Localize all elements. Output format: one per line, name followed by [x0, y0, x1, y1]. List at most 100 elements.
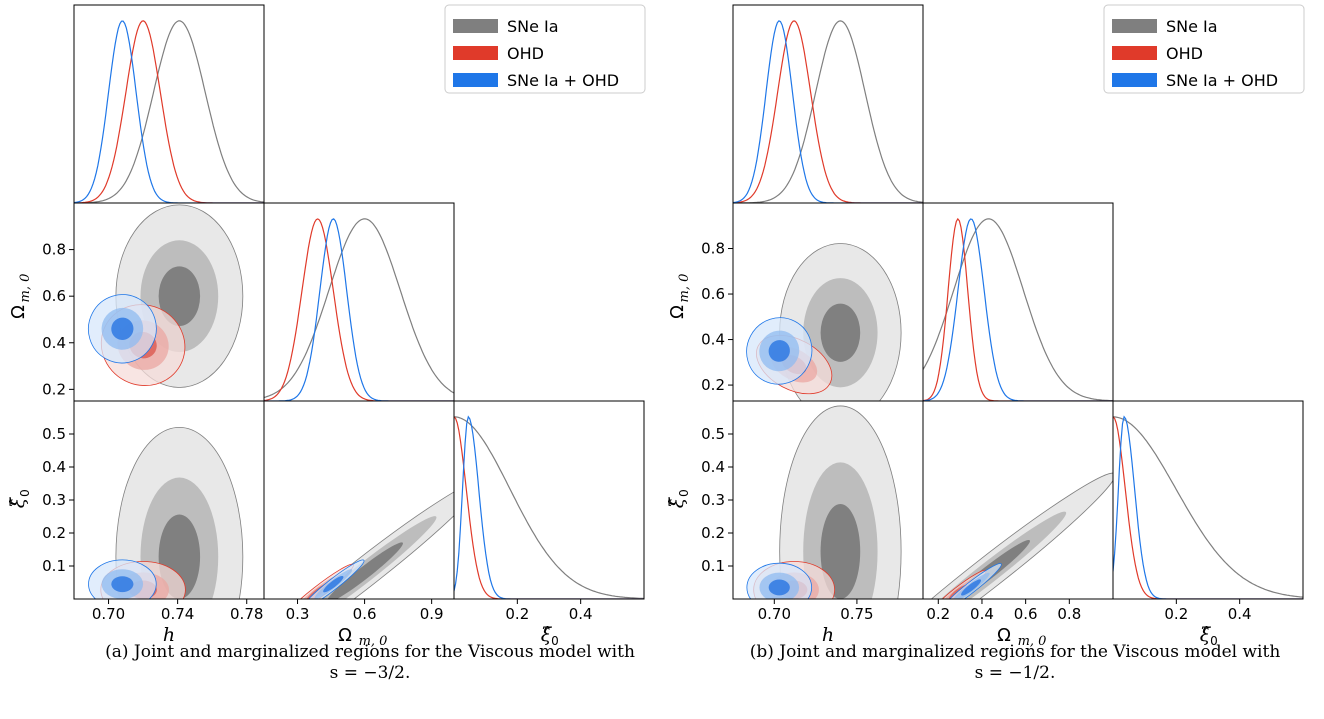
marginal-line-sne-ia — [74, 20, 264, 203]
y-tick-label: 0.4 — [42, 458, 66, 476]
contour-sne-ia-3 — [820, 303, 861, 362]
y-tick-label: 0.6 — [701, 285, 725, 303]
marginal-line-sne-ia-ohd — [923, 218, 1113, 401]
corner-plot-b: 0.70 0.75 0.2 0.4 0.6 0.8 0.2 0.4 0.2 0.4 0.6 0.8 0.… — [666, 4, 1305, 649]
marginal-line-sne-ia — [733, 20, 923, 203]
marginal-xi-0 — [454, 415, 644, 599]
panel-frame — [922, 202, 1114, 402]
x-tick-label: 0.75 — [840, 605, 873, 623]
y-tick-label: 0.4 — [701, 458, 725, 476]
marginal-h-0 — [74, 20, 264, 203]
panel-om-xi-1 — [923, 472, 1113, 599]
marginal-line-sne-ia-ohd — [1113, 415, 1303, 599]
x-tick-label: 0.4 — [569, 605, 593, 623]
xlabel-om-sub: m, 0 — [1018, 634, 1047, 649]
legend-swatch — [453, 19, 498, 33]
marginal-h-1 — [733, 20, 923, 203]
panel-frame — [453, 400, 645, 600]
xlabel-om: Ω — [997, 625, 1011, 646]
x-tick-label: 0.74 — [161, 605, 194, 623]
y-tick-label: 0.4 — [701, 331, 725, 349]
marginal-line-ohd — [923, 217, 1113, 401]
ylabel-om: Ωm, 0 — [667, 274, 692, 319]
panel-frame — [732, 4, 924, 204]
xlabel-xi-sub: 0 — [1210, 634, 1218, 648]
ylabel-xi-text: ξ̂ — [7, 496, 29, 508]
panel-h-xi-1 — [746, 405, 902, 599]
marginal-line-sne-ia — [923, 218, 1113, 401]
caption-b-line2: s = −1/2. — [974, 663, 1056, 683]
contour-sne-ia-3 — [326, 542, 403, 599]
ylabel-om-text: Ω — [8, 305, 29, 319]
x-tick-label: 0.70 — [92, 605, 125, 623]
y-tick-label: 0.5 — [42, 425, 66, 443]
x-tick-label: 0.6 — [353, 605, 377, 623]
caption-b: (b) Joint and marginalized regions for t… — [710, 642, 1320, 684]
caption-a-line1: (a) Joint and marginalized regions for t… — [105, 642, 635, 662]
x-tick-label: 0.2 — [505, 605, 529, 623]
marginal-xi-1 — [1113, 415, 1303, 599]
marginal-line-ohd — [733, 20, 923, 203]
ylabel-xi-text: ξ̂ — [666, 496, 688, 508]
legend-swatch — [453, 46, 498, 60]
caption-a: (a) Joint and marginalized regions for t… — [70, 642, 670, 684]
xlabel-h: h — [163, 624, 175, 646]
x-tick-label: 0.4 — [1228, 605, 1252, 623]
xlabel-h: h — [822, 624, 834, 646]
ylabel-xi-sub: 0 — [18, 489, 32, 497]
contour-sne-ia-3 — [820, 503, 861, 599]
marginal-line-ohd — [454, 416, 644, 599]
legend-swatch — [1112, 46, 1157, 60]
legend-label: OHD — [1166, 44, 1203, 63]
panel-h-om-0 — [88, 204, 244, 388]
legend-a: SNe Ia OHD SNe Ia + OHD — [444, 4, 646, 94]
marginal-line-sne-ia-ohd — [454, 415, 644, 599]
marginal-line-sne-ia-ohd — [74, 20, 264, 203]
y-tick-label: 0.1 — [42, 557, 66, 575]
y-tick-label: 0.5 — [701, 425, 725, 443]
y-tick-label: 0.8 — [701, 240, 725, 258]
marginal-line-sne-ia — [454, 416, 644, 599]
contour-sne-ia-ohd-3 — [961, 579, 982, 596]
y-tick-label: 0.8 — [42, 241, 66, 259]
caption-b-line1: (b) Joint and marginalized regions for t… — [749, 642, 1281, 662]
ylabel-om: Ωm, 0 — [8, 274, 33, 319]
contour-sne-ia-ohd-3 — [111, 576, 134, 593]
contour-sne-ia-ohd-3 — [768, 579, 790, 596]
legend-b: SNe Ia OHD SNe Ia + OHD — [1103, 4, 1305, 94]
ylabel-om-text: Ω — [667, 305, 688, 319]
legend-label: SNe Ia — [507, 17, 559, 36]
xlabel-xi: ξ̂ — [541, 624, 553, 646]
legend-swatch — [1112, 19, 1157, 33]
xlabel-om: Ω — [338, 625, 352, 646]
contour-sne-ia-3 — [158, 266, 201, 326]
xlabel-xi: ξ̂ — [1200, 624, 1212, 646]
legend-swatch — [453, 73, 498, 87]
x-tick-label: 0.4 — [970, 605, 994, 623]
y-tick-label: 0.3 — [42, 491, 66, 509]
corner-plot-a: 0.70 0.74 0.78 0.3 0.6 0.9 0.2 0.4 0.2 0.4 0.6 0.8 0… — [7, 4, 646, 649]
legend-label: OHD — [507, 44, 544, 63]
x-tick-label: 0.9 — [420, 605, 444, 623]
caption-a-line2: s = −3/2. — [329, 663, 411, 683]
panel-frame — [1112, 400, 1304, 600]
marginal-line-ohd — [74, 20, 264, 203]
legend-label: SNe Ia + OHD — [1166, 71, 1278, 90]
x-tick-label: 0.78 — [230, 605, 263, 623]
marginal-om-0 — [264, 218, 454, 401]
x-tick-label: 0.3 — [286, 605, 310, 623]
y-tick-label: 0.2 — [701, 524, 725, 542]
legend-label: SNe Ia + OHD — [507, 71, 619, 90]
contour-sne-ia-ohd-3 — [768, 340, 790, 362]
ylabel-xi-sub: 0 — [677, 489, 691, 497]
y-tick-label: 0.2 — [42, 524, 66, 542]
xlabel-om-sub: m, 0 — [359, 634, 388, 649]
x-tick-label: 0.70 — [758, 605, 791, 623]
x-tick-label: 0.6 — [1014, 605, 1038, 623]
panel-om-xi-0 — [264, 480, 454, 599]
ylabel-om-sub: m, 0 — [677, 274, 692, 303]
marginal-line-ohd — [264, 218, 454, 401]
ylabel-om-sub: m, 0 — [18, 274, 33, 303]
xlabel-xi-sub: 0 — [551, 634, 559, 648]
